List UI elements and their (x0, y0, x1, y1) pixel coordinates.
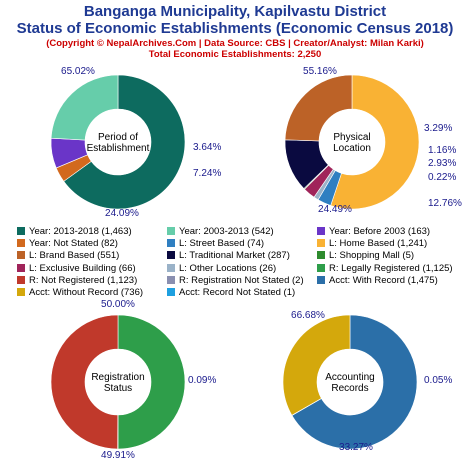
donut-center-label: Registration (91, 372, 144, 383)
legend-label: R: Registration Not Stated (2) (179, 274, 304, 286)
legend-entry: R: Registration Not Stated (2) (167, 275, 304, 286)
legend-entry: Year: 2003-2013 (542) (167, 226, 274, 237)
donut-center-label: Physical (333, 132, 370, 143)
legend-swatch (167, 227, 175, 235)
legend-label: Year: 2003-2013 (542) (179, 226, 274, 237)
legend-entry: L: Other Locations (26) (167, 263, 276, 274)
legend-entry: L: Shopping Mall (5) (317, 250, 414, 261)
donut-center-label: Period of (98, 132, 138, 143)
legend-entry: Year: Before 2003 (163) (317, 226, 430, 237)
slice-percent-label: 1.16% (428, 145, 456, 156)
chart-subtitle: Status of Economic Establishments (Econo… (16, 20, 454, 37)
legend-entry: L: Exclusive Building (66) (17, 263, 136, 274)
legend-swatch (167, 239, 175, 248)
legend-swatch (317, 275, 325, 284)
legend-swatch (167, 288, 175, 296)
credit-line: (Copyright © NepalArchives.Com | Data So… (46, 38, 424, 49)
legend-label: L: Exclusive Building (66) (29, 262, 136, 274)
legend-swatch (17, 239, 25, 248)
slice-percent-label: 50.00% (101, 299, 135, 310)
total-line: Total Economic Establishments: 2,250 (148, 49, 322, 60)
legend-entry: Acct: Without Record (736) (17, 287, 143, 298)
legend-entry: L: Street Based (74) (167, 238, 264, 249)
slice-percent-label: 24.09% (105, 208, 139, 219)
legend-label: L: Home Based (1,241) (329, 238, 428, 250)
slice-percent-label: 7.24% (193, 168, 221, 179)
legend-label: L: Other Locations (26) (179, 262, 277, 274)
donut-center-label: Records (331, 383, 368, 394)
legend-swatch (167, 263, 175, 272)
legend-swatch (317, 263, 325, 272)
slice-percent-label: 49.91% (101, 450, 135, 461)
slice-percent-label: 0.22% (428, 172, 456, 183)
legend-entry: Year: 2013-2018 (1,463) (17, 226, 132, 237)
legend-entry: R: Not Registered (1,123) (17, 275, 137, 286)
legend-swatch (167, 251, 175, 260)
donut-center-label: Establishment (87, 143, 150, 154)
legend-label: Acct: Record Not Stated (1) (179, 287, 296, 298)
slice-percent-label: 66.68% (291, 310, 325, 321)
legend-swatch (317, 227, 325, 235)
donut-hole (85, 109, 151, 175)
legend-swatch (317, 239, 325, 248)
donut-center-label: Accounting (325, 372, 374, 383)
legend-swatch (17, 263, 25, 272)
slice-percent-label: 3.64% (193, 142, 221, 153)
legend-swatch (17, 227, 25, 235)
legend-swatch (17, 251, 25, 260)
legend-entry: Acct: With Record (1,475) (317, 275, 438, 286)
donut-center-label: Status (104, 383, 132, 394)
legend-swatch (317, 251, 325, 260)
slice-percent-label: 0.05% (424, 375, 452, 386)
legend-label: Year: Not Stated (82) (29, 238, 118, 250)
legend-label: Year: Before 2003 (163) (329, 226, 431, 237)
legend-entry: L: Brand Based (551) (17, 250, 119, 261)
legend-swatch (167, 275, 175, 284)
legend-label: L: Shopping Mall (5) (329, 250, 415, 262)
slice-percent-label: 0.09% (188, 375, 216, 386)
legend-label: L: Traditional Market (287) (179, 250, 290, 262)
slice-percent-label: 3.29% (424, 123, 452, 134)
slice-percent-label: 24.49% (318, 204, 352, 215)
chart-title: Banganga Municipality, Kapilvastu Distri… (83, 3, 387, 20)
slice-percent-label: 33.27% (339, 442, 373, 453)
slice-percent-label: 12.76% (428, 198, 462, 209)
legend-label: L: Brand Based (551) (29, 250, 120, 262)
legend-label: L: Street Based (74) (179, 238, 265, 250)
legend-label: R: Not Registered (1,123) (29, 274, 138, 286)
legend-label: R: Legally Registered (1,125) (329, 262, 453, 274)
donut-hole (319, 109, 385, 175)
donut-hole (85, 349, 151, 415)
legend-entry: Acct: Record Not Stated (1) (167, 287, 295, 298)
legend-label: Acct: With Record (1,475) (329, 274, 438, 286)
legend-entry: Year: Not Stated (82) (17, 238, 118, 249)
pie-slice (282, 314, 351, 416)
slice-percent-label: 55.16% (303, 66, 337, 77)
legend-entry: R: Legally Registered (1,125) (317, 263, 453, 274)
legend-label: Acct: Without Record (736) (29, 287, 144, 298)
donut-hole (317, 349, 383, 415)
legend-entry: L: Home Based (1,241) (317, 238, 427, 249)
donut-center-label: Location (333, 143, 371, 154)
slice-percent-label: 65.02% (61, 66, 95, 77)
legend-entry: L: Traditional Market (287) (167, 250, 290, 261)
slice-percent-label: 2.93% (428, 158, 456, 169)
legend-swatch (17, 275, 25, 284)
legend-swatch (17, 288, 25, 296)
legend-label: Year: 2013-2018 (1,463) (29, 226, 132, 237)
